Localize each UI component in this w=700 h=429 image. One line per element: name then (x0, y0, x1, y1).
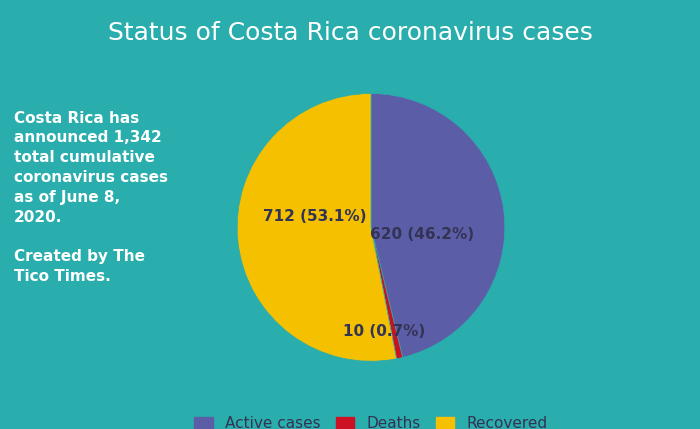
Wedge shape (237, 94, 396, 361)
Wedge shape (371, 227, 402, 359)
Text: Status of Costa Rica coronavirus cases: Status of Costa Rica coronavirus cases (108, 21, 592, 45)
Legend: Active cases, Deaths, Recovered: Active cases, Deaths, Recovered (188, 410, 554, 429)
Wedge shape (371, 94, 505, 357)
Text: 620 (46.2%): 620 (46.2%) (370, 227, 474, 242)
Text: 10 (0.7%): 10 (0.7%) (343, 324, 426, 339)
Text: Costa Rica has
announced 1,342
total cumulative
coronavirus cases
as of June 8,
: Costa Rica has announced 1,342 total cum… (14, 111, 168, 284)
Text: 712 (53.1%): 712 (53.1%) (263, 209, 367, 224)
